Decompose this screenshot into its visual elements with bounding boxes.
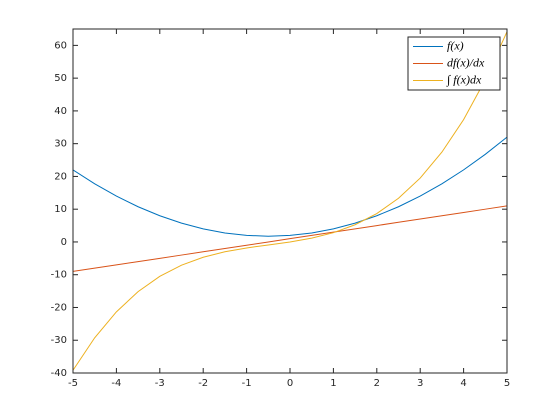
y-tick-label: 0 [61, 237, 67, 248]
y-tick-label: -20 [51, 302, 67, 313]
y-tick-label: 30 [54, 139, 67, 150]
y-tick-label: 40 [54, 106, 67, 117]
x-tick-label: 1 [330, 378, 336, 389]
x-tick-label: -1 [242, 378, 252, 389]
axes-box [72, 28, 508, 374]
data-line [73, 31, 507, 371]
x-tick-label: -4 [111, 378, 121, 389]
y-tick-label: 10 [54, 204, 67, 215]
x-tick-label: -2 [198, 378, 208, 389]
x-tick-label: 0 [287, 378, 293, 389]
x-tick-label: 5 [504, 378, 510, 389]
data-line [73, 205, 507, 272]
y-tick-label: 50 [54, 73, 67, 84]
x-tick-label: 2 [374, 378, 380, 389]
legend-label: f(x) [447, 38, 464, 52]
y-tick-label: 20 [54, 171, 67, 182]
x-tick-label: -5 [68, 378, 78, 389]
x-tick-label: 3 [417, 378, 423, 389]
x-tick-label: -3 [155, 378, 165, 389]
y-tick-label: 60 [54, 40, 67, 51]
legend-label: df(x)/dx [447, 55, 485, 69]
data-line [73, 136, 507, 237]
legend-label: ∫ f(x)dx [446, 72, 482, 86]
y-tick-label: -40 [51, 368, 67, 379]
y-tick-label: -30 [51, 335, 67, 346]
y-tick-label: -10 [51, 270, 67, 281]
x-tick-label: 4 [460, 378, 466, 389]
